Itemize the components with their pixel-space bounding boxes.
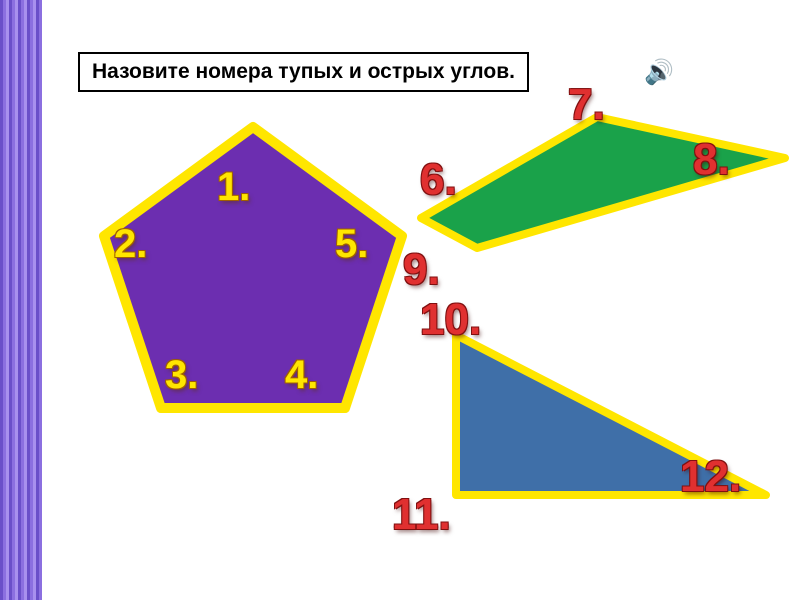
angle-label-1: 1. [217, 165, 250, 210]
angle-label-4: 4. [285, 353, 318, 398]
angle-label-11: 11. [392, 490, 451, 540]
angle-label-3: 3. [165, 353, 198, 398]
angle-label-10: 10. [420, 295, 481, 345]
angle-label-6: 6. [420, 155, 457, 205]
angle-label-8: 8. [693, 135, 730, 185]
angle-label-9: 9. [403, 245, 440, 295]
pentagon-shape [104, 127, 402, 408]
angle-label-12: 12. [680, 452, 741, 502]
angle-label-5: 5. [335, 222, 368, 267]
angle-label-2: 2. [114, 222, 147, 267]
speaker-icon[interactable]: 🔊 [644, 58, 674, 87]
parallelogram-shape [421, 117, 785, 248]
angle-label-7: 7. [568, 80, 605, 130]
